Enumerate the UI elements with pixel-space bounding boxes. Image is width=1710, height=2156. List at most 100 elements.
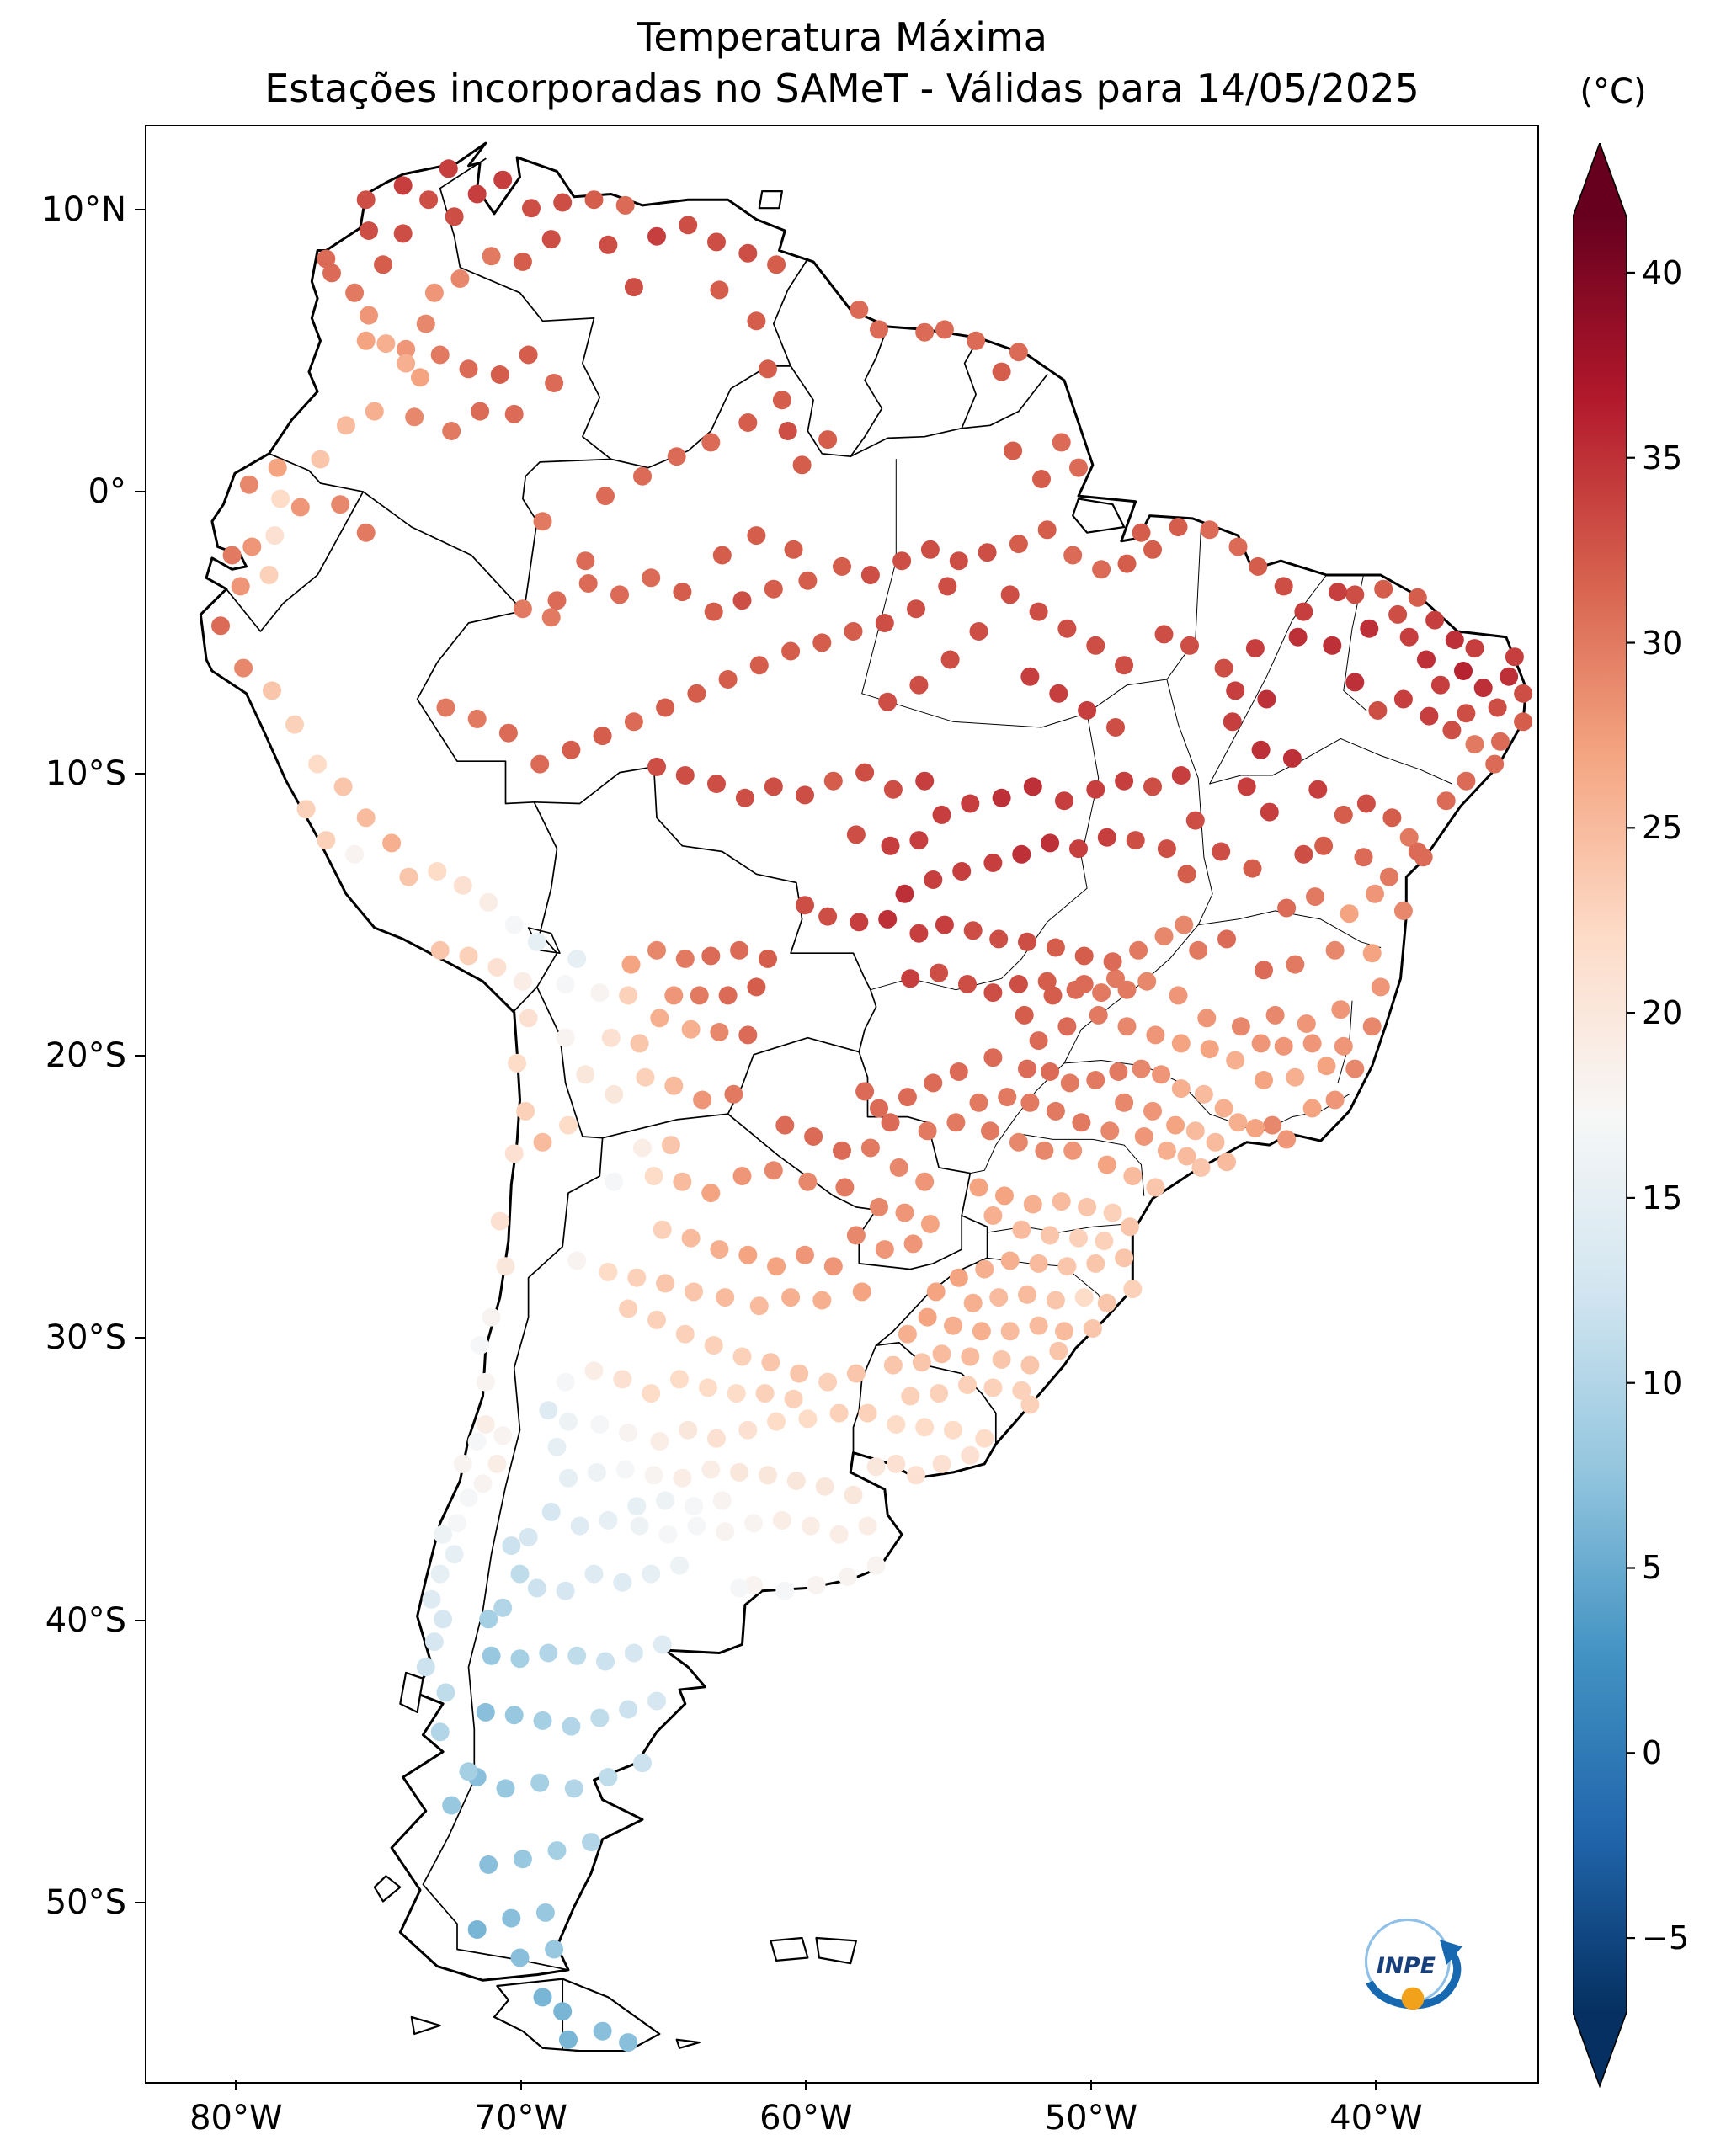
station-dot xyxy=(918,1121,937,1141)
station-dot xyxy=(792,455,812,475)
station-dot xyxy=(530,754,550,774)
station-dot xyxy=(1217,1153,1236,1172)
station-dot xyxy=(1488,698,1507,717)
island-outline xyxy=(1072,498,1126,534)
station-dot xyxy=(1171,1079,1191,1099)
lat-tick xyxy=(135,208,145,210)
station-dot xyxy=(1430,675,1450,695)
station-dot xyxy=(961,1445,980,1465)
station-dot xyxy=(459,1488,478,1508)
station-dot xyxy=(1095,1232,1114,1251)
station-dot xyxy=(749,656,769,675)
station-dot xyxy=(1000,585,1020,604)
station-dot xyxy=(1445,631,1464,650)
station-dot xyxy=(673,1172,692,1191)
station-dot xyxy=(605,1084,624,1104)
station-dot xyxy=(658,1525,678,1544)
station-dot xyxy=(562,1717,581,1736)
lat-tick-label: 50°S xyxy=(45,1882,126,1922)
station-dot xyxy=(815,1477,834,1496)
station-dot xyxy=(513,599,532,619)
station-dot xyxy=(397,354,416,373)
station-dot xyxy=(490,1211,509,1231)
station-dot xyxy=(1055,791,1073,811)
station-dot xyxy=(356,523,376,542)
station-dot xyxy=(1052,433,1071,452)
station-dot xyxy=(1092,983,1111,1003)
station-dot xyxy=(1302,1099,1322,1118)
station-dot xyxy=(738,1245,758,1264)
station-dot xyxy=(1069,1228,1088,1248)
colorbar-tick-label: 40 xyxy=(1642,253,1683,291)
station-dot xyxy=(924,870,943,889)
station-dot xyxy=(909,831,929,850)
station-dot xyxy=(1115,771,1134,791)
station-dot xyxy=(1041,833,1060,853)
station-dot xyxy=(727,1384,746,1403)
station-dot xyxy=(747,526,766,546)
station-dot xyxy=(784,1389,803,1408)
colorbar-tick-label: −5 xyxy=(1642,1919,1690,1957)
station-dot xyxy=(1223,712,1242,732)
station-dot xyxy=(1485,754,1505,774)
station-dot xyxy=(459,946,478,966)
station-dot xyxy=(710,280,729,300)
station-dot xyxy=(790,1364,809,1383)
station-dot xyxy=(764,777,783,796)
country-border xyxy=(601,1113,729,1139)
station-dot xyxy=(1226,681,1245,700)
station-dot xyxy=(1380,867,1398,886)
station-dot xyxy=(998,1088,1017,1107)
station-dot xyxy=(718,986,738,1005)
station-dot xyxy=(918,1307,937,1327)
station-dot xyxy=(556,1372,575,1392)
station-dot xyxy=(476,1415,495,1434)
station-dot xyxy=(1297,1014,1316,1033)
station-dot xyxy=(259,566,279,584)
station-dot xyxy=(1072,1113,1091,1132)
station-dot xyxy=(798,1172,818,1191)
station-dot xyxy=(710,1023,729,1041)
colorbar-over-arrow xyxy=(1573,143,1627,217)
station-dot xyxy=(972,1322,991,1341)
country-border xyxy=(961,337,980,429)
station-dot xyxy=(360,221,378,240)
station-dot xyxy=(767,1412,786,1431)
station-dot xyxy=(333,777,353,796)
station-dot xyxy=(656,1491,675,1510)
station-dot xyxy=(1465,735,1484,754)
station-dot xyxy=(796,785,814,805)
colorbar-tick-label: 10 xyxy=(1642,1364,1683,1402)
station-dot xyxy=(510,1649,530,1669)
station-dot xyxy=(767,1257,786,1276)
station-dot xyxy=(969,1178,988,1197)
station-dot xyxy=(1117,554,1137,573)
station-dot xyxy=(667,447,686,466)
country-border xyxy=(513,986,538,1012)
state-border xyxy=(1340,737,1452,785)
lon-tick xyxy=(519,2080,523,2090)
station-dot xyxy=(1212,842,1231,861)
station-dot xyxy=(812,1291,832,1310)
station-dot xyxy=(650,1432,669,1451)
station-dot xyxy=(513,972,532,991)
station-dot xyxy=(915,1172,935,1191)
station-dot xyxy=(775,1581,795,1600)
station-dot xyxy=(690,986,709,1005)
station-dot xyxy=(860,566,880,584)
station-dot xyxy=(1152,1065,1171,1084)
station-dot xyxy=(693,1090,712,1110)
station-dot xyxy=(1362,1017,1382,1036)
station-dot xyxy=(967,331,986,350)
station-dot xyxy=(601,1028,621,1047)
station-dot xyxy=(356,190,376,210)
station-dot xyxy=(436,1683,455,1702)
station-dot xyxy=(958,975,977,993)
station-dot xyxy=(590,983,610,1003)
station-dot xyxy=(989,929,1009,949)
colorbar-tick-label: 35 xyxy=(1642,439,1683,476)
station-dot xyxy=(875,1240,894,1259)
station-dot xyxy=(482,247,501,266)
country-border xyxy=(268,452,365,492)
station-dot xyxy=(1146,1178,1165,1197)
